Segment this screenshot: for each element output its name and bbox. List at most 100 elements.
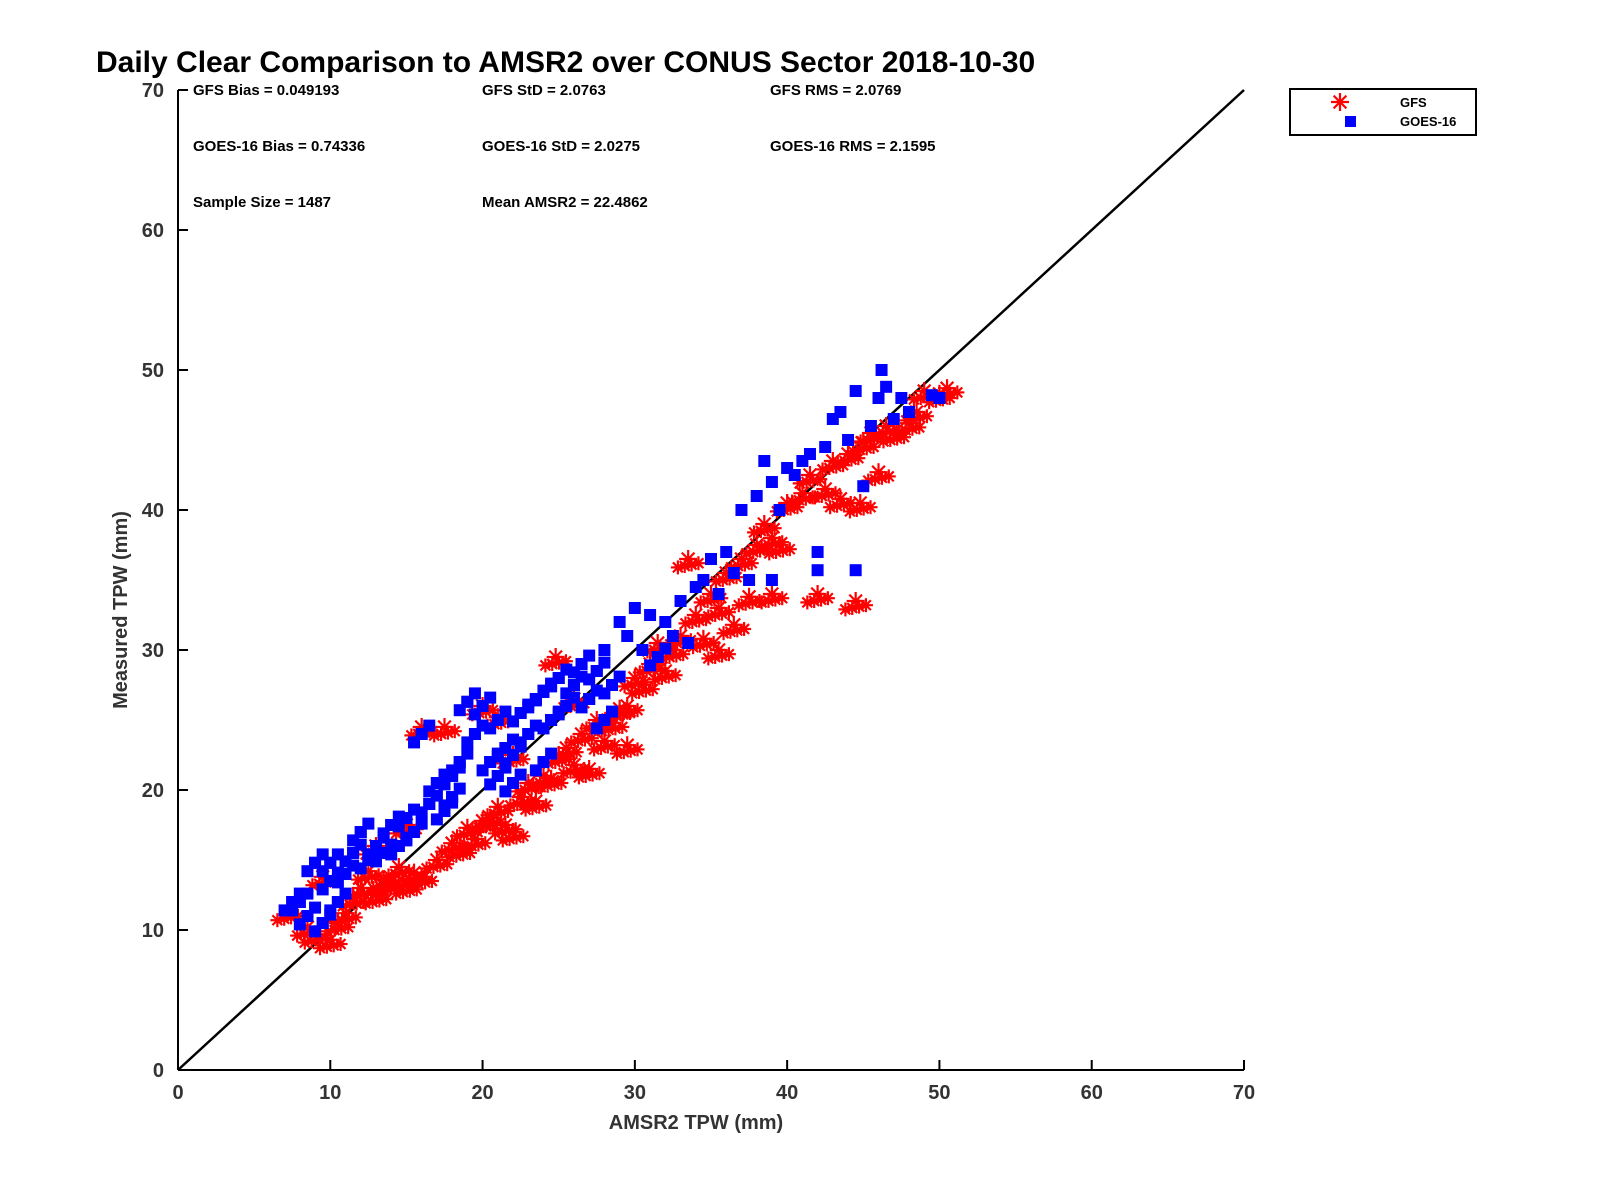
goes16-point: [598, 644, 611, 656]
gfs-point: [630, 742, 645, 757]
goes16-point: [857, 480, 870, 493]
gfs-point: [592, 766, 607, 781]
stat-text: GOES-16 Bias = 0.74336: [193, 138, 365, 155]
y-ticks: 0 10 20 30 40 50 60 70: [142, 80, 188, 1082]
gfs-point: [632, 685, 647, 699]
x-axis-label: AMSR2 TPW (mm): [609, 1112, 783, 1134]
goes16-point: [636, 644, 649, 656]
legend: GFS GOES-16: [1289, 88, 1477, 136]
gfs-point: [851, 451, 866, 466]
legend-gfs-asterisk: [1331, 93, 1349, 111]
goes16-point: [598, 656, 611, 669]
goes16-point: [674, 595, 687, 607]
goes16-point: [659, 642, 672, 655]
goes16-point: [613, 616, 626, 628]
goes16-point: [788, 469, 801, 481]
stat-text: Mean AMSR2 = 22.4862: [482, 194, 648, 211]
goes16-point: [849, 564, 862, 577]
goes16-point: [933, 392, 946, 404]
goes16-point: [545, 747, 558, 760]
goes16-point: [811, 564, 824, 577]
gfs-point: [630, 703, 645, 718]
legend-gfs-marker: [1331, 93, 1349, 111]
gfs-point: [950, 385, 965, 400]
y-tick-label: 10: [142, 920, 164, 942]
gfs-point: [326, 938, 341, 953]
y-tick-label: 40: [142, 500, 164, 522]
goes16-point: [423, 719, 436, 732]
goes16-point: [468, 687, 481, 700]
goes16-point: [895, 392, 908, 404]
goes16-point: [309, 901, 322, 914]
goes16-point: [750, 490, 763, 502]
gfs-point: [569, 745, 584, 760]
y-tick-label: 70: [142, 80, 164, 102]
x-tick-label: 10: [319, 1082, 341, 1104]
goes16-point: [484, 691, 497, 704]
goes16-point: [811, 546, 824, 558]
goes16-point: [887, 413, 900, 425]
gfs-point: [478, 836, 493, 851]
gfs-point: [615, 720, 630, 734]
gfs-point: [676, 647, 691, 662]
goes16-point: [301, 887, 314, 900]
gfs-point: [858, 598, 873, 613]
goes16-point: [583, 649, 596, 662]
gfs-point: [379, 892, 394, 907]
goes16-point: [461, 747, 474, 760]
x-tick-label: 40: [776, 1082, 798, 1104]
gfs-point: [843, 496, 858, 510]
goes16-point: [765, 476, 778, 488]
gfs-point: [775, 591, 790, 606]
goes16-point: [621, 630, 634, 642]
goes16-point: [682, 637, 695, 649]
gfs-point: [668, 668, 683, 683]
goes16-point: [803, 448, 816, 460]
goes16-point: [864, 420, 877, 432]
goes16-point: [819, 441, 832, 453]
y-tick-label: 60: [142, 220, 164, 242]
goes16-point: [606, 705, 619, 718]
gfs-point: [516, 829, 531, 844]
y-axis-label: Measured TPW (mm): [110, 511, 132, 709]
gfs-point: [737, 557, 752, 572]
y-tick-label: 20: [142, 780, 164, 802]
goes16-point: [644, 609, 657, 621]
goes16-point: [773, 504, 786, 516]
goes16-point: [705, 553, 717, 565]
legend-goes16-marker: [1345, 116, 1356, 127]
goes16-point: [514, 768, 527, 781]
gfs-point: [447, 724, 462, 739]
gfs-point: [744, 556, 759, 571]
goes16-point: [499, 705, 512, 718]
goes16-point: [339, 887, 352, 900]
gfs-point: [721, 647, 736, 662]
gfs-point: [510, 797, 525, 811]
goes16-series: [278, 364, 946, 938]
y-tick-label: 30: [142, 640, 164, 662]
gfs-point: [767, 521, 782, 536]
axes: [177, 90, 1244, 1071]
gfs-point: [782, 542, 797, 557]
gfs-point: [723, 624, 738, 639]
x-tick-label: 60: [1081, 1082, 1103, 1104]
gfs-point: [381, 868, 396, 883]
gfs-point: [716, 626, 731, 641]
goes16-point: [765, 574, 778, 586]
stat-text: GOES-16 RMS = 2.1595: [770, 138, 936, 155]
y-tick-label: 50: [142, 360, 164, 382]
legend-gfs-label: GFS: [1400, 95, 1427, 110]
gfs-point: [539, 798, 554, 813]
x-tick-label: 70: [1233, 1082, 1255, 1104]
stat-text: GFS Bias = 0.049193: [193, 82, 339, 99]
goes16-point: [415, 817, 428, 830]
gfs-point: [737, 622, 752, 636]
gfs-point: [820, 591, 835, 606]
gfs-point: [333, 937, 348, 951]
gfs-point: [677, 559, 692, 573]
stat-text: GOES-16 StD = 2.0275: [482, 138, 640, 155]
goes16-point: [758, 455, 771, 467]
gfs-point: [866, 440, 881, 454]
gfs-point: [863, 500, 878, 515]
stat-text: Sample Size = 1487: [193, 194, 331, 211]
